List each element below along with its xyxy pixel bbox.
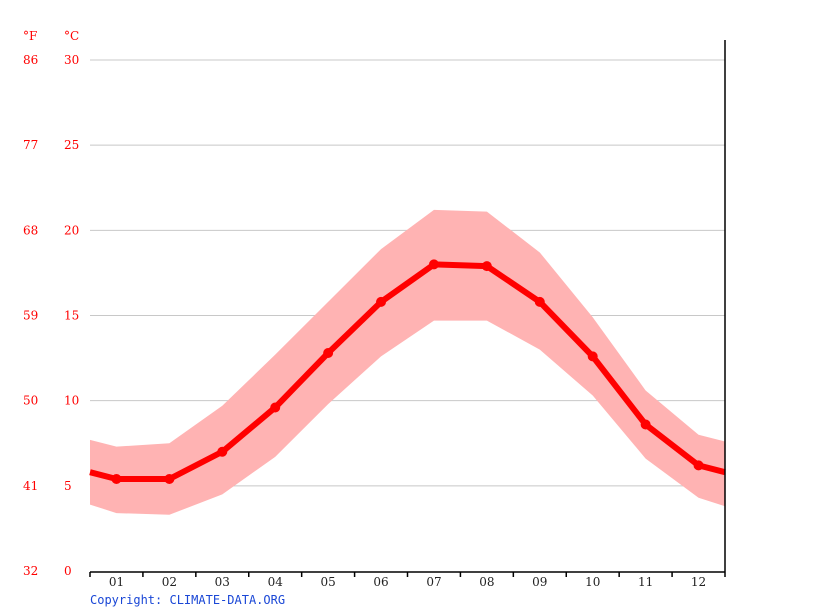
average-temperature-line (89, 261, 726, 483)
data-points (111, 259, 704, 485)
unit-c-label: °C (64, 29, 79, 43)
data-point (640, 419, 651, 430)
copyright-link[interactable]: Copyright: CLIMATE-DATA.ORG (90, 593, 286, 607)
x-tick-label: 01 (109, 575, 124, 589)
data-point (323, 347, 334, 358)
y-tick-f: 59 (23, 309, 38, 323)
x-tick-label: 09 (532, 575, 547, 589)
data-point (376, 296, 387, 307)
unit-f-label: °F (23, 29, 37, 43)
y-tick-c: 0 (64, 564, 72, 578)
x-tick-label: 06 (373, 575, 388, 589)
y-tick-f: 77 (23, 138, 38, 152)
y-tick-f: 68 (23, 223, 38, 237)
x-tick-label: 10 (585, 575, 600, 589)
data-point (164, 474, 175, 485)
x-tick-label: 05 (320, 575, 335, 589)
data-point (534, 296, 545, 307)
x-tick-label: 08 (479, 575, 494, 589)
data-point (587, 351, 598, 362)
y-tick-f: 32 (23, 564, 38, 578)
x-tick-label: 04 (268, 575, 284, 589)
y-tick-c: 10 (64, 394, 79, 408)
y-tick-c: 20 (64, 223, 79, 237)
data-point (693, 460, 704, 471)
x-tick-label: 11 (638, 575, 653, 589)
y-tick-c: 15 (64, 309, 79, 323)
y-tick-c: 5 (64, 479, 72, 493)
x-axis-labels: 01 02 03 04 05 06 07 08 09 10 11 12 (109, 575, 706, 589)
data-point (111, 474, 122, 485)
x-tick-label: 12 (691, 575, 706, 589)
y-tick-c: 25 (64, 138, 79, 152)
data-point (270, 402, 281, 413)
y-tick-c: 30 (64, 53, 79, 67)
x-tick-label: 03 (215, 575, 230, 589)
x-axis-ticks (89, 572, 726, 577)
x-tick-label: 07 (426, 575, 441, 589)
y-axis-labels: °F °C 32 0 41 5 50 10 59 15 68 20 77 25 86 30 (23, 29, 79, 578)
temperature-range-band (90, 209, 725, 515)
data-point (481, 261, 492, 272)
y-tick-f: 50 (23, 394, 38, 408)
x-tick-label: 02 (162, 575, 177, 589)
data-point (217, 446, 228, 457)
data-point (428, 259, 439, 270)
y-tick-f: 41 (23, 479, 38, 493)
y-tick-f: 86 (23, 53, 38, 67)
